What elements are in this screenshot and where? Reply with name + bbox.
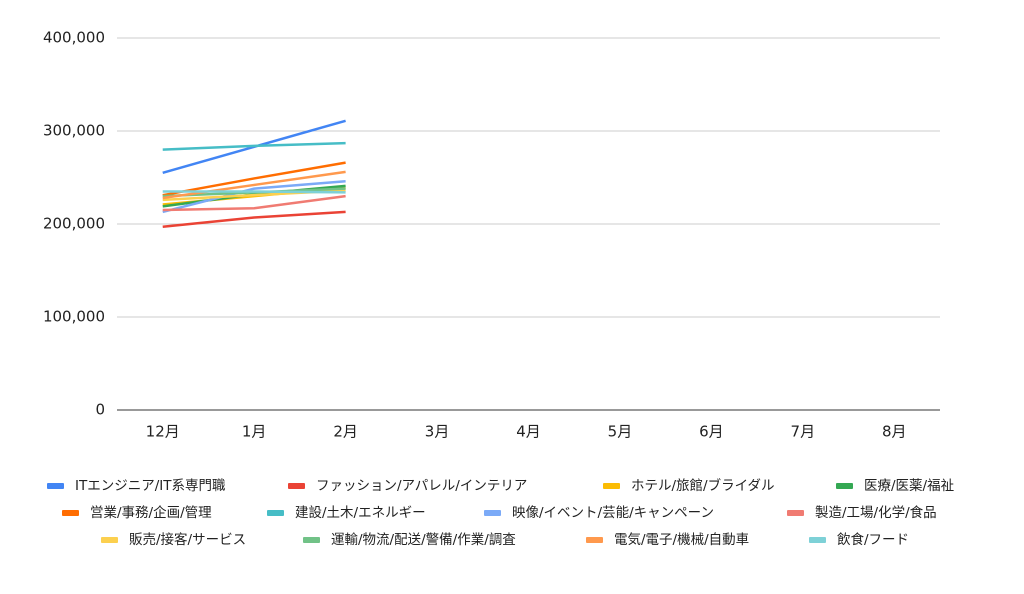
- series-line: [162, 170, 346, 200]
- legend-label: 建設/土木/エネルギー: [295, 505, 426, 521]
- legend-label: 営業/事務/企画/管理: [90, 504, 212, 521]
- legend-label: ホテル/旅館/ブライダル: [631, 477, 775, 494]
- x-tick-label: 7月: [791, 423, 816, 441]
- legend-swatch: [809, 537, 826, 543]
- legend-swatch: [303, 537, 320, 543]
- legend-swatch: [603, 483, 620, 489]
- x-tick-label: 4月: [516, 423, 541, 441]
- series-line: [162, 190, 346, 194]
- legend-swatch: [787, 510, 804, 516]
- legend-label: 医療/医薬/福祉: [864, 477, 954, 494]
- series-line: [162, 161, 346, 197]
- series-line: [162, 210, 346, 229]
- legend-swatch: [288, 483, 305, 489]
- legend-label: 販売/接客/サービス: [129, 531, 246, 548]
- legend-label: 電気/電子/機械/自動車: [614, 532, 749, 548]
- series-line: [162, 194, 346, 212]
- x-tick-label: 6月: [699, 423, 724, 441]
- y-tick-label: 100,000: [43, 308, 105, 326]
- x-tick-label: 1月: [242, 423, 267, 441]
- x-tick-label: 3月: [425, 423, 450, 441]
- legend-label: ITエンジニア/IT系専門職: [75, 478, 226, 494]
- legend-swatch: [101, 537, 118, 543]
- y-tick-label: 400,000: [43, 29, 105, 47]
- legend-swatch: [47, 483, 64, 489]
- y-tick-label: 0: [95, 401, 105, 419]
- x-tick-label: 2月: [333, 423, 358, 441]
- series-line: [162, 141, 346, 151]
- series-line: [162, 179, 346, 214]
- legend-swatch: [836, 483, 853, 489]
- x-tick-label: 5月: [608, 423, 633, 441]
- legend-label: 運輸/物流/配送/警備/作業/調査: [331, 532, 516, 548]
- legend-label: ファッション/アパレル/インテリア: [316, 478, 527, 494]
- legend-swatch: [267, 510, 284, 516]
- legend-swatch: [586, 537, 603, 543]
- legend-label: 製造/工場/化学/食品: [815, 504, 937, 521]
- y-tick-label: 200,000: [43, 215, 105, 233]
- legend-label: 映像/イベント/芸能/キャンペーン: [512, 505, 714, 521]
- y-tick-label: 300,000: [43, 122, 105, 140]
- legend-swatch: [484, 510, 501, 516]
- x-tick-label: 8月: [882, 423, 907, 441]
- legend-swatch: [62, 510, 79, 516]
- legend-label: 飲食/フード: [837, 531, 909, 548]
- x-tick-label: 12月: [146, 423, 180, 441]
